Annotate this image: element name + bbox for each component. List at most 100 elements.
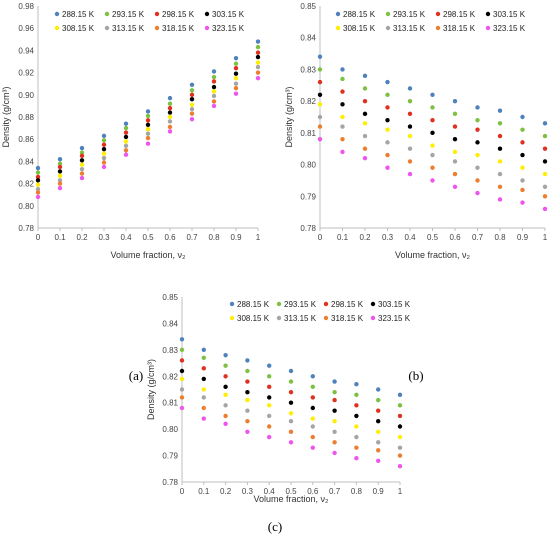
ch1-data-point: [362, 146, 368, 151]
ch0-x-tick-label: 1: [256, 233, 261, 242]
ch0-data-point: [101, 160, 107, 165]
ch1-x-tick-label: 0.7: [472, 233, 484, 242]
ch1-data-point: [317, 102, 323, 107]
ch2-legend-label: 293.15 K: [284, 300, 317, 309]
ch2-data-point: [201, 405, 206, 411]
ch0-data-point: [145, 109, 151, 114]
plot-area-b: 0.780.790.800.810.820.830.840.850 0.1 0.2 0…: [284, 2, 548, 260]
ch1-data-point: [385, 127, 390, 132]
ch1-data-point: [407, 98, 413, 104]
ch2-data-point: [179, 405, 185, 411]
ch2-x-tick-label: 0: [180, 487, 185, 496]
ch2-y-axis-title: Density (g/cm³): [146, 359, 156, 420]
ch1-data-point: [497, 159, 503, 164]
ch2-legend-marker: [229, 301, 235, 307]
ch0-data-point: [145, 135, 151, 141]
ch1-data-point: [475, 165, 480, 170]
ch1-data-point: [542, 206, 548, 212]
ch2-data-point: [201, 376, 206, 382]
ch0-legend-marker: [204, 11, 210, 17]
ch2-series-298-15-K: [179, 358, 403, 419]
ch1-data-point: [407, 171, 413, 177]
ch2-data-point: [223, 363, 228, 368]
ch0-data-point: [79, 153, 85, 159]
ch0-legend-label: 288.15 K: [62, 10, 95, 19]
ch1-data-point: [497, 133, 503, 139]
ch2-x-tick-label: 0.9: [373, 487, 385, 496]
ch2-y-tick-label: 0.82: [162, 372, 178, 381]
ch0-data-point: [167, 101, 173, 106]
ch2-data-point: [223, 421, 228, 427]
ch1-data-point: [497, 197, 503, 202]
ch0-series-288-15-K: [35, 39, 261, 171]
ch2-data-point: [179, 376, 185, 382]
ch0-data-point: [123, 121, 129, 126]
ch2-data-point: [245, 419, 250, 424]
ch2-data-point: [376, 448, 381, 453]
ch2-data-point: [267, 363, 272, 368]
ch2-data-point: [288, 429, 294, 434]
ch0-data-point: [255, 54, 261, 60]
ch2-data-point: [201, 416, 206, 421]
ch0-data-point: [211, 84, 217, 90]
ch2-legend-label: 318.15 K: [331, 314, 364, 323]
ch2-data-point: [223, 392, 228, 397]
ch1-data-point: [542, 159, 548, 164]
ch1-data-point: [497, 108, 503, 113]
ch2-data-point: [397, 463, 403, 469]
ch2-data-point: [397, 413, 403, 419]
ch2-data-point: [354, 403, 359, 408]
ch2-y-tick-label: 0.78: [162, 478, 178, 487]
ch2-data-point: [245, 408, 250, 413]
ch0-data-point: [233, 91, 239, 96]
ch2-data-point: [245, 389, 250, 395]
ch2-data-point: [376, 419, 381, 424]
ch0-series-298-15-K: [35, 50, 261, 180]
ch2-legend-item: 293.15 K: [276, 300, 317, 309]
ch1-data-point: [452, 184, 458, 189]
ch1-data-point: [362, 133, 368, 139]
ch1-data-point: [475, 190, 480, 196]
ch1-x-tick-label: 0.2: [359, 233, 371, 242]
ch0-data-point: [255, 70, 261, 75]
ch1-data-point: [407, 133, 413, 139]
ch2-x-tick-label: 0.2: [220, 487, 232, 496]
ch1-legend-label: 298.15 K: [443, 10, 476, 19]
ch2-y-tick-label: 0.81: [162, 399, 178, 408]
ch1-data-point: [475, 152, 480, 158]
ch0-data-point: [211, 69, 217, 74]
ch0-data-point: [35, 165, 41, 171]
ch1-legend-item: 323.15 K: [485, 24, 526, 33]
ch1-y-tick-label: 0.84: [300, 34, 316, 43]
ch1-data-point: [362, 121, 368, 126]
ch2-data-point: [354, 445, 359, 450]
ch2-x-tick-label: 1: [398, 487, 403, 496]
ch0-data-point: [233, 71, 239, 76]
plot-area-a: 0.780.800.820.840.860.880.900.920.940.96…: [1, 2, 261, 260]
ch0-data-point: [167, 95, 173, 101]
ch2-series-303-15-K: [179, 368, 403, 429]
ch1-data-point: [430, 152, 435, 158]
ch1-data-point: [340, 149, 345, 155]
ch2-data-point: [245, 368, 250, 374]
ch2-data-point: [201, 395, 206, 400]
ch1-data-point: [520, 200, 525, 205]
ch0-data-point: [189, 111, 195, 116]
ch1-data-point: [340, 102, 345, 107]
ch0-legend-label: 303.15 K: [212, 10, 245, 19]
ch0-data-point: [211, 103, 217, 109]
ch1-legend-item: 308.15 K: [335, 24, 376, 33]
ch1-legend-marker: [385, 11, 391, 17]
ch0-legend-item: 293.15 K: [104, 10, 145, 19]
ch0-x-axis-title: Volume fraction, ν₂: [110, 250, 186, 260]
ch0-data-point: [167, 124, 173, 130]
ch0-data-point: [79, 158, 85, 163]
ch2-x-tick-label: 0.8: [351, 487, 363, 496]
ch1-y-tick-label: 0.82: [300, 97, 316, 106]
ch1-data-point: [520, 178, 525, 183]
ch1-data-point: [520, 114, 525, 120]
ch2-data-point: [332, 379, 337, 384]
ch0-data-point: [189, 92, 195, 98]
ch2-y-tick-label: 0.79: [162, 452, 178, 461]
ch0-data-point: [101, 155, 107, 161]
